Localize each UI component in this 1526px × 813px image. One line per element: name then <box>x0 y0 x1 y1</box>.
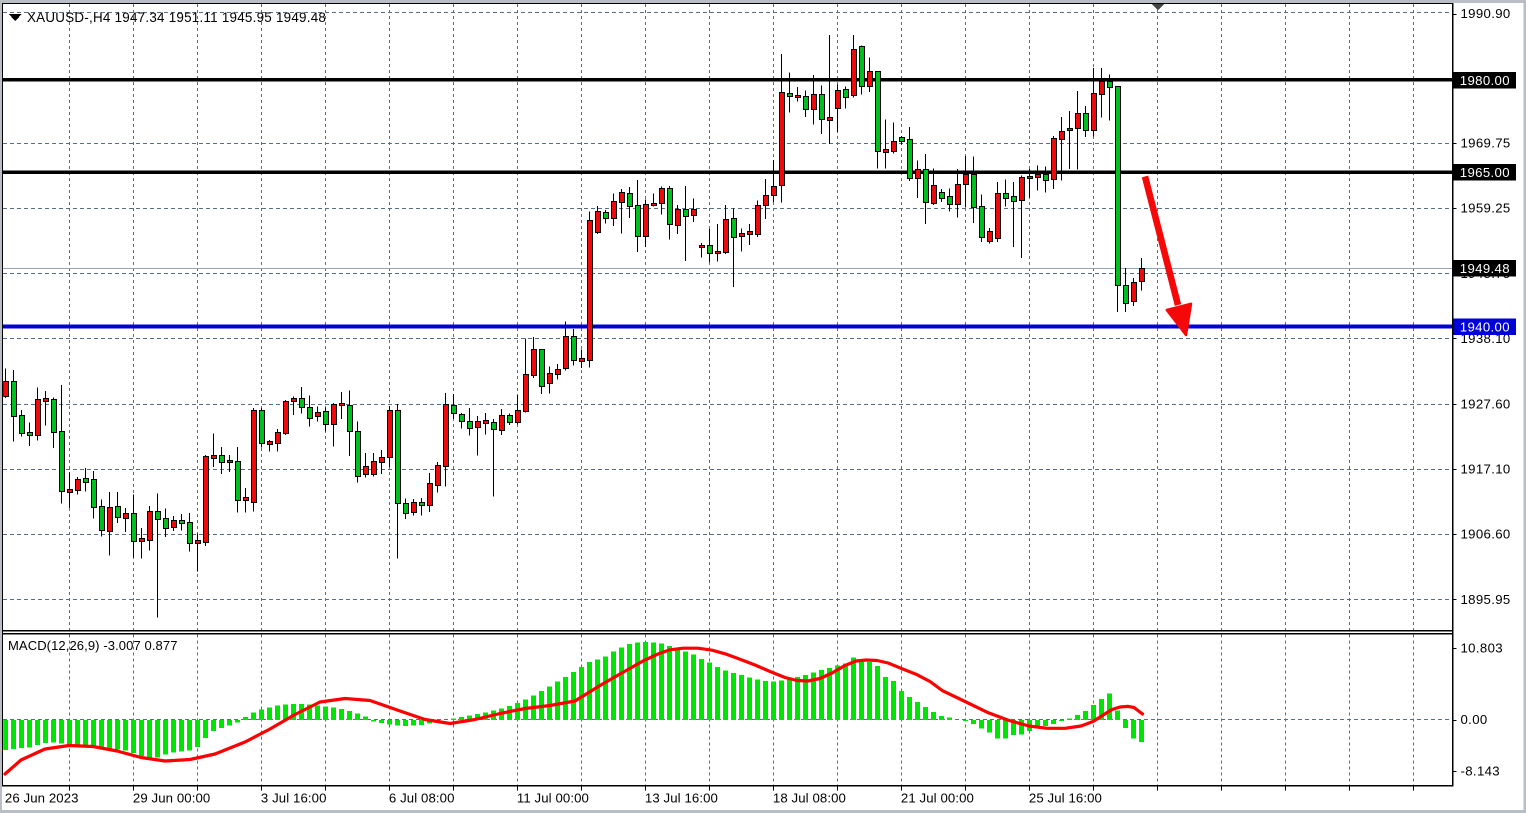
svg-text:6 Jul 08:00: 6 Jul 08:00 <box>389 791 455 806</box>
svg-text:29 Jun 00:00: 29 Jun 00:00 <box>133 791 210 806</box>
svg-text:1965.00: 1965.00 <box>1460 165 1510 180</box>
svg-text:1917.10: 1917.10 <box>1461 462 1511 477</box>
svg-text:1927.60: 1927.60 <box>1461 396 1511 411</box>
svg-text:0.00: 0.00 <box>1461 712 1488 727</box>
svg-text:1940.00: 1940.00 <box>1460 320 1510 335</box>
svg-text:11 Jul 00:00: 11 Jul 00:00 <box>517 791 589 806</box>
svg-text:1959.25: 1959.25 <box>1461 201 1511 216</box>
svg-text:1949.48: 1949.48 <box>1460 261 1510 276</box>
svg-text:1990.90: 1990.90 <box>1461 6 1511 21</box>
svg-text:10.803: 10.803 <box>1461 641 1503 656</box>
svg-text:21 Jul 00:00: 21 Jul 00:00 <box>901 791 974 806</box>
svg-text:25 Jul 16:00: 25 Jul 16:00 <box>1029 791 1102 806</box>
svg-text:1906.60: 1906.60 <box>1461 527 1511 542</box>
svg-text:13 Jul 16:00: 13 Jul 16:00 <box>645 791 718 806</box>
svg-text:-8.143: -8.143 <box>1461 764 1501 779</box>
svg-text:1980.00: 1980.00 <box>1460 73 1510 88</box>
svg-text:26 Jun 2023: 26 Jun 2023 <box>5 791 79 806</box>
svg-text:3 Jul 16:00: 3 Jul 16:00 <box>261 791 327 806</box>
svg-text:XAUUSD-,H4 1947.34 1951.11 19: XAUUSD-,H4 1947.34 1951.11 1945.95 1949.… <box>27 10 326 25</box>
svg-text:18 Jul 08:00: 18 Jul 08:00 <box>773 791 846 806</box>
svg-text:1969.75: 1969.75 <box>1461 136 1511 151</box>
svg-text:1895.95: 1895.95 <box>1461 592 1511 607</box>
svg-text:MACD(12,26,9) -3.007 0.877: MACD(12,26,9) -3.007 0.877 <box>8 638 178 653</box>
